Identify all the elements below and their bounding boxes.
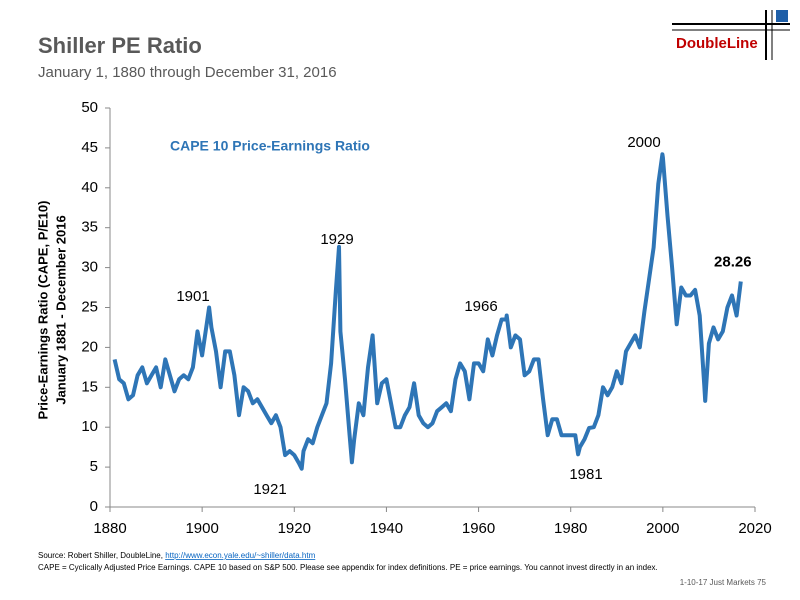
line — [112, 152, 743, 471]
page-label: 1-10-17 Just Markets 75 — [680, 578, 767, 587]
legend-label: CAPE 10 Price-Earnings Ratio — [170, 138, 370, 154]
y-tick-label: 10 — [81, 418, 98, 435]
annotation: 1929 — [320, 231, 353, 248]
logo-text: DoubleLine — [676, 35, 758, 52]
source-link[interactable]: http://www.econ.yale.edu/~shiller/data.h… — [165, 551, 315, 560]
source-prefix: Source: Robert Shiller, DoubleLine, — [38, 551, 165, 560]
x-tick-label: 1940 — [370, 520, 403, 537]
y-tick-label: 20 — [81, 338, 98, 355]
annotation: 2000 — [627, 134, 660, 151]
y-tick-label: 15 — [81, 378, 98, 395]
y-tick-label: 50 — [81, 99, 98, 116]
subtitle: January 1, 1880 through December 31, 201… — [38, 64, 337, 81]
y-tick-label: 35 — [81, 219, 98, 236]
x-tick-label: 1880 — [93, 520, 126, 537]
footnote: CAPE = Cyclically Adjusted Price Earning… — [38, 563, 658, 572]
annotation: 1901 — [176, 288, 209, 305]
y-tick-label: 5 — [90, 458, 98, 475]
x-tick-label: 1920 — [278, 520, 311, 537]
x-tick-label: 1980 — [554, 520, 587, 537]
y-tick-label: 0 — [90, 498, 98, 515]
x-tick-label: 1900 — [185, 520, 218, 537]
y-axis-label: Price-Earnings Ratio (CAPE, P/E10) — [35, 201, 50, 420]
y-tick-label: 25 — [81, 298, 98, 315]
annotation: 1921 — [253, 481, 286, 498]
y-axis-label: January 1881 - December 2016 — [53, 215, 68, 404]
annotation: 1981 — [569, 466, 602, 483]
x-tick-label: 1960 — [462, 520, 495, 537]
x-tick-label: 2000 — [646, 520, 679, 537]
value-label: 28.26 — [714, 253, 752, 270]
y-tick-label: 40 — [81, 179, 98, 196]
logo: DoubleLine — [672, 10, 790, 60]
source: Source: Robert Shiller, DoubleLine, http… — [38, 551, 316, 560]
title: Shiller PE Ratio — [38, 33, 202, 58]
annotation: 1966 — [464, 298, 497, 315]
y-tick-label: 30 — [81, 259, 98, 276]
y-tick-label: 45 — [81, 139, 98, 156]
x-tick-label: 2020 — [738, 520, 771, 537]
